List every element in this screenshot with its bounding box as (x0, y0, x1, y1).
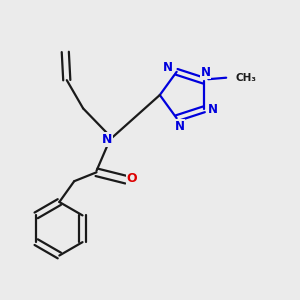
Text: O: O (127, 172, 137, 185)
Text: N: N (175, 120, 184, 133)
Text: N: N (200, 66, 210, 79)
Text: N: N (208, 103, 218, 116)
Text: N: N (163, 61, 173, 74)
Text: N: N (102, 133, 113, 146)
Text: CH₃: CH₃ (235, 73, 256, 83)
